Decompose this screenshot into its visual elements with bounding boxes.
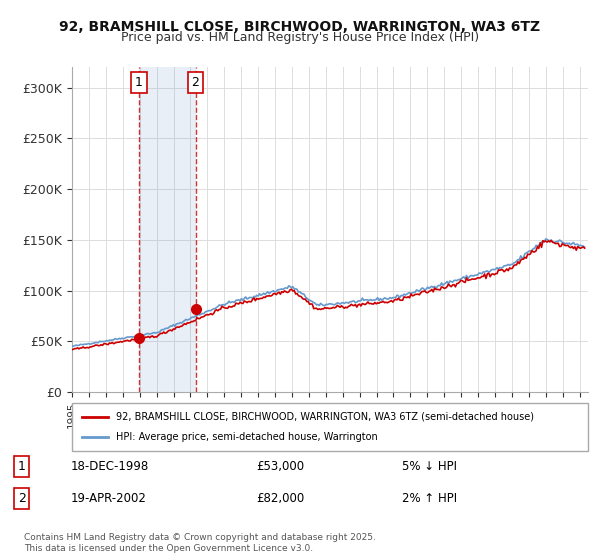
FancyBboxPatch shape [72,403,588,451]
Text: 2: 2 [18,492,26,505]
Text: HPI: Average price, semi-detached house, Warrington: HPI: Average price, semi-detached house,… [116,432,377,442]
Text: 2% ↑ HPI: 2% ↑ HPI [402,492,457,505]
Text: 1: 1 [135,76,143,89]
Text: Price paid vs. HM Land Registry's House Price Index (HPI): Price paid vs. HM Land Registry's House … [121,31,479,44]
Text: £82,000: £82,000 [256,492,305,505]
Text: 19-APR-2002: 19-APR-2002 [70,492,146,505]
Text: 5% ↓ HPI: 5% ↓ HPI [402,460,457,473]
Text: Contains HM Land Registry data © Crown copyright and database right 2025.
This d: Contains HM Land Registry data © Crown c… [24,533,376,553]
Text: 1: 1 [18,460,26,473]
Text: 92, BRAMSHILL CLOSE, BIRCHWOOD, WARRINGTON, WA3 6TZ (semi-detached house): 92, BRAMSHILL CLOSE, BIRCHWOOD, WARRINGT… [116,412,534,422]
Text: £53,000: £53,000 [256,460,305,473]
Text: 18-DEC-1998: 18-DEC-1998 [70,460,148,473]
Text: 2: 2 [191,76,199,89]
Text: 92, BRAMSHILL CLOSE, BIRCHWOOD, WARRINGTON, WA3 6TZ: 92, BRAMSHILL CLOSE, BIRCHWOOD, WARRINGT… [59,20,541,34]
Bar [139,67,196,392]
